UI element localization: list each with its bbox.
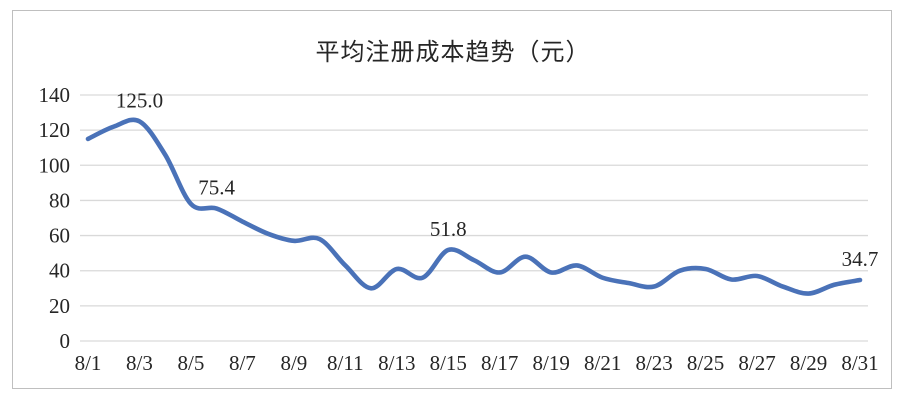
x-axis-label: 8/5 [178,351,205,375]
y-axis-label: 0 [60,329,71,353]
x-axis-label: 8/21 [584,351,621,375]
x-axis-label: 8/25 [687,351,724,375]
y-axis-label: 80 [49,188,70,212]
data-label: 125.0 [116,88,163,112]
x-axis-label: 8/27 [738,351,775,375]
chart-frame [12,10,892,389]
y-axis-label: 40 [49,259,70,283]
x-axis-label: 8/3 [126,351,153,375]
x-axis-label: 8/19 [533,351,570,375]
data-label: 51.8 [430,217,467,241]
y-axis-label: 20 [49,294,70,318]
x-axis-label: 8/1 [75,351,102,375]
x-axis-label: 8/9 [280,351,307,375]
y-axis-label: 100 [39,153,71,177]
x-axis-label: 8/23 [635,351,672,375]
y-axis-label: 120 [39,118,71,142]
x-axis-label: 8/17 [481,351,518,375]
y-axis-label: 140 [39,83,71,107]
x-axis-label: 8/7 [229,351,256,375]
chart-title: 平均注册成本趋势（元） [315,40,591,66]
data-label: 75.4 [198,176,235,200]
trend-line[interactable] [85,117,863,296]
y-axis-label: 60 [49,224,70,248]
x-axis-label: 8/15 [430,351,467,375]
x-axis-label: 8/11 [327,351,364,375]
x-axis-label: 8/13 [378,351,415,375]
data-label: 34.7 [842,247,879,271]
x-axis-label: 8/31 [841,351,878,375]
x-axis-label: 8/29 [790,351,827,375]
